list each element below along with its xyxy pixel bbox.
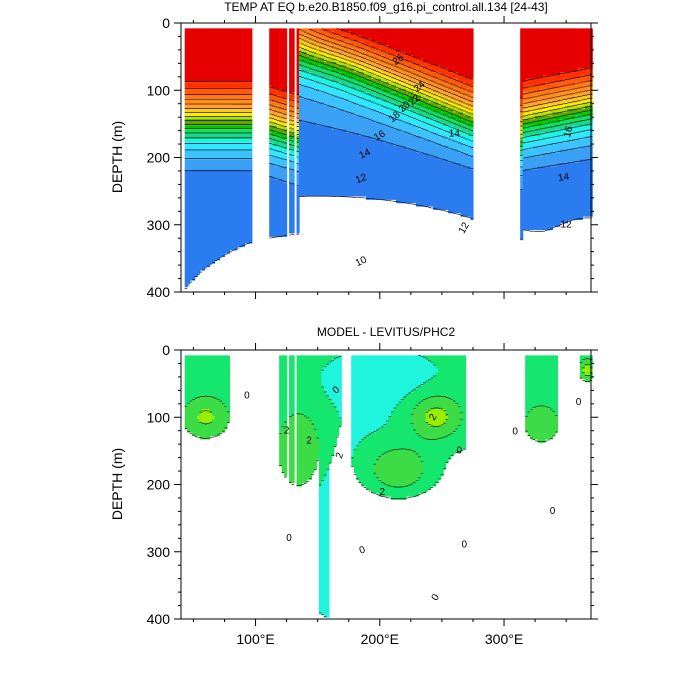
contour-line [184,358,593,488]
contour-lines [184,28,593,289]
x-axis: 100°E 200°E 300°E [192,343,567,647]
y-tick-label: 200 [147,150,171,166]
contour-labels: 0 2 2 2 2 2 0 0 0 0 0 0 0 0 0 [244,384,582,603]
contour-label: 0 [461,540,467,551]
contour-line [184,28,593,99]
contour-label: 12 [457,220,472,236]
y-tick-label: 300 [147,217,171,233]
x-tick-label: 100°E [236,631,274,647]
contour-label: 0 [358,544,367,556]
contour-label: 12 [561,219,573,230]
contour-lines [184,355,593,617]
contour-label: 2 [334,451,346,460]
contour-line [184,38,593,127]
contour-label: 16 [562,125,576,139]
panel-difference: MODEL - LEVITUS/PHC2 0222220000000000100… [109,325,598,647]
contour-label: 2 [284,425,290,436]
contour-label: 0 [550,506,556,517]
contour-label: 0 [576,397,582,408]
contour-label: 2 [427,412,440,423]
y-tick-label: 0 [162,15,170,31]
contour-line [184,120,593,190]
y-tick-label: 300 [147,544,171,560]
contour-label: 16 [372,128,388,143]
y-tick-label: 100 [147,409,171,425]
panel-title: MODEL - LEVITUS/PHC2 [317,325,456,339]
x-axis [192,16,567,299]
panel-temperature: TEMP AT EQ b.e20.B1850.f09_g16.pi_contro… [109,0,598,300]
contour-line [184,96,593,176]
y-axis: 0 100 200 300 400 [147,15,598,300]
contour-label: 14 [358,147,373,162]
contour-label: 0 [331,384,343,396]
x-tick-label: 300°E [485,631,523,647]
y-tick-label: 400 [147,611,171,627]
contour-line [184,28,593,106]
y-tick-label: 400 [147,284,171,300]
y-axis-label: DEPTH (m) [109,121,125,193]
contour-line [199,364,593,427]
contour-label: 10 [354,254,369,269]
contour-line [184,195,593,289]
panel-title: TEMP AT EQ b.e20.B1850.f09_g16.pi_contro… [224,0,548,14]
contour-line [184,42,593,131]
contour-label: 0 [244,390,250,401]
contour-line [184,46,593,135]
contour-label: 2 [379,487,385,498]
contour-line [184,84,593,168]
contour-line [318,355,466,617]
y-tick-label: 100 [147,82,171,98]
contour-line [184,64,593,151]
contour-label: 2 [306,435,312,446]
contour-label: 12 [354,172,369,186]
contour-line [184,76,593,161]
contour-line [184,34,593,123]
plot-area: 2624222018161412141210161412010020030040… [147,15,598,300]
x-tick-label: 200°E [361,631,399,647]
filled-contours [184,355,593,618]
contour-line [184,55,593,143]
contour-label: 14 [449,129,461,140]
contour-line [184,29,593,118]
contour-label: 0 [286,533,292,544]
contour-label: 14 [557,171,570,184]
contour-line [184,70,593,156]
y-tick-label: 200 [147,477,171,493]
contour-line [184,59,593,147]
contour-line [184,29,593,113]
contour-line [184,51,593,139]
contour-label: 0 [430,592,443,603]
contour-label: 0 [512,427,518,438]
filled-contours [184,28,593,288]
y-tick-label: 0 [162,342,170,358]
contour-label: 0 [457,446,463,457]
y-axis-label: DEPTH (m) [109,448,125,520]
